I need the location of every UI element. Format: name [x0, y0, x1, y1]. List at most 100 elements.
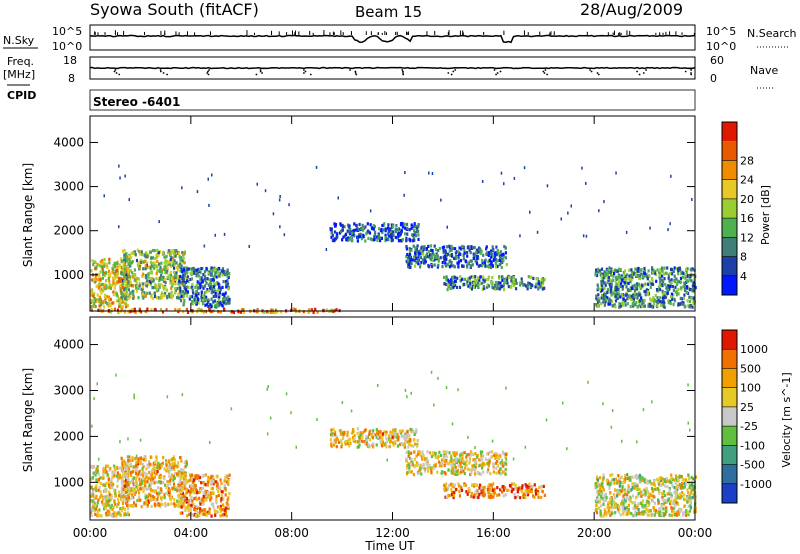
- echo-cell: [361, 431, 364, 435]
- echo-cell: [215, 501, 218, 505]
- echo-cell: [425, 247, 429, 251]
- echo-cell: [134, 476, 137, 480]
- echo-cell: [180, 488, 183, 492]
- beam-title: Beam 15: [355, 3, 422, 21]
- echo-cell: [344, 232, 348, 236]
- echo-cell: [141, 467, 144, 471]
- echo-cell: [395, 435, 398, 439]
- echo-cell: [528, 282, 531, 286]
- echo-cell: [681, 302, 684, 306]
- echo-cell: [396, 444, 399, 448]
- echo-cell: [602, 473, 605, 477]
- echo-cell: [164, 286, 167, 290]
- echo-cell: [210, 476, 213, 480]
- echo-cell: [171, 294, 174, 298]
- echo-cell: [601, 496, 604, 500]
- echo-cell: [466, 264, 469, 268]
- echo-cell: [215, 282, 218, 286]
- echo-cell: [353, 234, 356, 238]
- echo-cell: [540, 277, 543, 282]
- echo-cell: [463, 282, 466, 287]
- echo-cell: [622, 478, 625, 482]
- echo-cell: [459, 465, 463, 469]
- echo-cell: [401, 225, 405, 229]
- echo-cell: [144, 458, 147, 462]
- echo-cell: [104, 287, 107, 291]
- echo-cell: [98, 263, 101, 268]
- echo-cell: [325, 308, 328, 312]
- echo-cell: [262, 310, 265, 314]
- echo-cell: [510, 275, 513, 279]
- echo-cell: [154, 490, 157, 494]
- echo-cell: [93, 496, 96, 501]
- noise-left-tick-bottom: 10^0: [52, 40, 82, 53]
- echo-cell: [183, 499, 186, 503]
- echo-cell: [375, 435, 378, 439]
- echo-cell: [670, 295, 673, 299]
- echo-cell: [195, 497, 198, 501]
- echo-cell: [465, 260, 468, 264]
- echo-cell: [413, 255, 416, 259]
- echo-cell: [177, 464, 180, 468]
- echo-cell: [130, 255, 133, 259]
- echo-cell: [536, 492, 539, 496]
- echo-cell: [662, 299, 665, 303]
- echo-cell: [123, 287, 126, 292]
- echo-cell: [467, 467, 470, 471]
- echo-cell: [204, 495, 207, 499]
- echo-cell: [171, 279, 174, 283]
- echo-cell: [170, 457, 173, 462]
- noise-panel: [89, 24, 696, 51]
- echo-cell: [452, 246, 455, 250]
- echo-cell: [125, 268, 128, 272]
- echo-cell: [93, 301, 96, 306]
- echo-cell: [433, 244, 436, 248]
- echo-cell: [145, 274, 148, 278]
- echo-cell: [607, 268, 610, 273]
- echo-cell: [197, 479, 201, 483]
- echo-cell: [199, 282, 202, 286]
- echo-cell: [113, 261, 116, 265]
- echo-cell: [338, 429, 341, 433]
- echo-cell: [139, 249, 142, 253]
- echo-cell: [194, 487, 197, 491]
- echo-cell: [357, 228, 360, 232]
- echo-cell: [119, 288, 122, 292]
- echo-cell: [180, 455, 183, 460]
- echo-cell: [359, 232, 362, 236]
- echo-cell: [109, 513, 112, 517]
- echo-cell: [206, 481, 210, 485]
- echo-cell: [197, 301, 200, 305]
- echo-cell: [160, 277, 163, 281]
- echo-cell: [150, 293, 153, 297]
- echo-cell: [525, 491, 528, 495]
- echo-cell: [406, 226, 409, 230]
- echo-cell: [177, 293, 180, 297]
- echo-cell: [474, 472, 477, 476]
- echo-cell: [105, 500, 108, 504]
- echo-cell: [94, 503, 97, 508]
- echo-cell: [434, 455, 437, 459]
- echo-cell: [150, 482, 153, 486]
- echo-cell: [685, 482, 688, 486]
- echo-cell: [215, 498, 218, 502]
- echo-cell: [484, 258, 487, 262]
- echo-cell: [202, 298, 205, 302]
- echo-cell: [417, 229, 420, 233]
- echo-cell: [405, 245, 408, 249]
- echo-cell: [450, 264, 453, 268]
- echo-cell: [228, 301, 231, 305]
- echo-cell: [171, 282, 174, 286]
- echo-cell: [428, 464, 431, 468]
- echo-cell: [383, 222, 386, 226]
- echo-cell: [194, 293, 197, 297]
- echo-cell: [174, 273, 178, 277]
- echo-cell: [420, 246, 423, 250]
- echo-cell: [486, 283, 489, 287]
- echo-cell: [625, 281, 628, 285]
- echo-cell: [645, 508, 648, 512]
- echo-cell: [481, 462, 484, 466]
- echo-cell: [422, 462, 425, 466]
- echo-cell: [401, 429, 404, 433]
- nave-dot: [690, 69, 692, 71]
